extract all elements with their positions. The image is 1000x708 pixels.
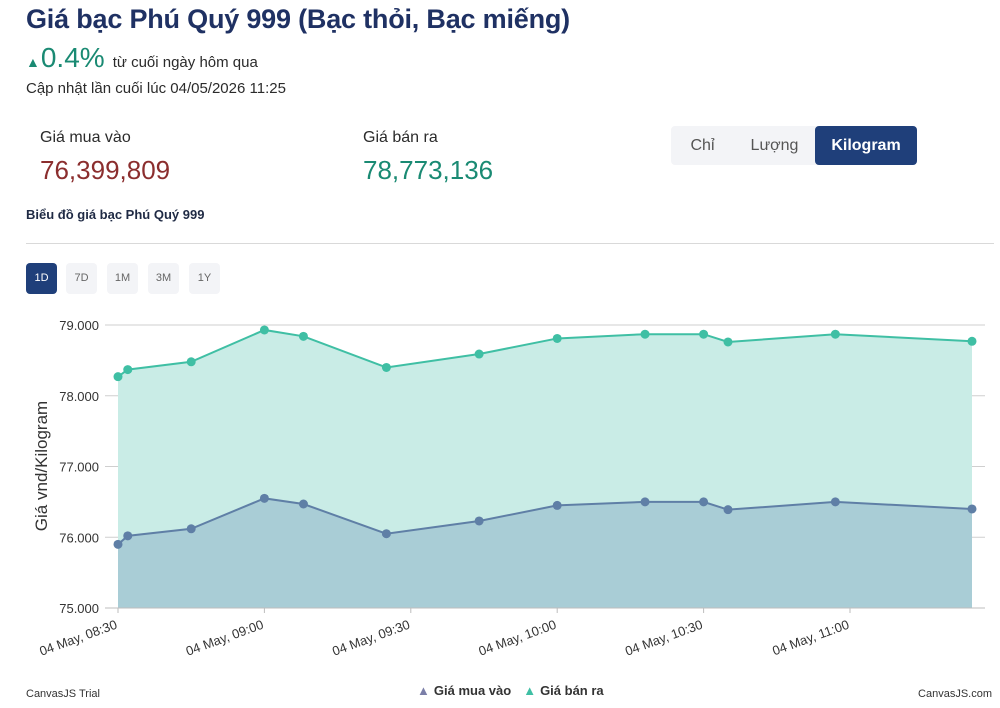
x-tick-label: 04 May, 11:00 <box>770 617 851 659</box>
point-buy <box>552 500 562 510</box>
point-sell <box>967 336 977 346</box>
point-sell <box>259 325 269 335</box>
divider <box>26 243 994 244</box>
point-sell <box>298 331 308 341</box>
point-buy <box>113 539 123 549</box>
y-tick-label: 75.000 <box>59 601 99 616</box>
range-1m-button[interactable]: 1M <box>107 263 138 294</box>
y-axis-title: Giá vnd/Kilogram <box>32 401 51 531</box>
point-sell <box>699 329 709 339</box>
unit-toggle: Chỉ Lượng Kilogram <box>671 126 917 165</box>
legend-item-sell[interactable]: ▲ Giá bán ra <box>523 683 603 698</box>
sell-price-label: Giá bán ra <box>363 129 438 146</box>
triangle-icon: ▲ <box>523 683 537 698</box>
point-sell <box>474 349 484 359</box>
chart-heading: Biểu đồ giá bạc Phú Quý 999 <box>26 207 205 222</box>
point-sell <box>381 362 391 372</box>
x-tick-label: 04 May, 10:00 <box>477 617 559 659</box>
point-buy <box>967 504 977 514</box>
point-buy <box>259 493 269 503</box>
point-buy <box>474 516 484 526</box>
y-tick-label: 77.000 <box>59 460 99 475</box>
chart-series <box>113 325 977 608</box>
unit-chi-button[interactable]: Chỉ <box>690 137 715 154</box>
y-tick-label: 79.000 <box>59 318 99 333</box>
unit-luong-button[interactable]: Lượng <box>750 137 799 154</box>
legend-item-buy[interactable]: ▲ Giá mua vào <box>417 683 511 698</box>
range-1d-button[interactable]: 1D <box>26 263 57 294</box>
change-text: từ cuối ngày hôm qua <box>112 54 258 71</box>
change-value: 0.4% <box>40 42 105 73</box>
x-tick-label: 04 May, 09:00 <box>184 617 266 659</box>
point-sell <box>552 333 562 343</box>
point-buy <box>123 531 133 541</box>
point-buy <box>640 497 650 507</box>
point-buy <box>298 499 308 509</box>
last-updated: Cập nhật lần cuối lúc 04/05/2026 11:25 <box>26 80 286 97</box>
credit-trial: CanvasJS Trial <box>26 688 100 700</box>
buy-price-value: 76,399,809 <box>40 155 171 185</box>
point-sell <box>723 337 733 347</box>
point-buy <box>723 505 733 515</box>
point-sell <box>123 365 133 375</box>
x-tick-label: 04 May, 08:30 <box>37 617 119 659</box>
range-7d-button[interactable]: 7D <box>66 263 97 294</box>
legend-label-sell: Giá bán ra <box>540 683 604 698</box>
point-buy <box>830 497 840 507</box>
chart-legend: ▲ Giá mua vào ▲ Giá bán ra <box>417 683 616 698</box>
point-sell <box>113 372 123 382</box>
x-tick-label: 04 May, 09:30 <box>330 617 412 659</box>
range-1y-button[interactable]: 1Y <box>189 263 220 294</box>
caret-up-icon: ▲ <box>26 54 40 70</box>
point-buy <box>186 524 196 534</box>
point-sell <box>830 329 840 339</box>
x-tick-label: 04 May, 10:30 <box>623 617 705 659</box>
sell-price-value: 78,773,136 <box>363 155 494 185</box>
point-sell <box>186 357 196 367</box>
buy-price-label: Giá mua vào <box>40 129 131 146</box>
y-tick-label: 76.000 <box>59 530 99 545</box>
point-sell <box>640 329 650 339</box>
point-buy <box>381 529 391 539</box>
area-buy <box>118 498 972 608</box>
y-tick-label: 78.000 <box>59 389 99 404</box>
triangle-icon: ▲ <box>417 683 430 698</box>
range-3m-button[interactable]: 3M <box>148 263 179 294</box>
point-buy <box>699 497 709 507</box>
change-row: ▲ 0.4% từ cuối ngày hôm qua <box>26 42 258 74</box>
unit-kilogram-button[interactable]: Kilogram <box>815 126 917 165</box>
credit-link[interactable]: CanvasJS.com <box>918 688 992 700</box>
page-title: Giá bạc Phú Quý 999 (Bạc thỏi, Bạc miếng… <box>26 4 570 34</box>
legend-label-buy: Giá mua vào <box>433 683 512 698</box>
